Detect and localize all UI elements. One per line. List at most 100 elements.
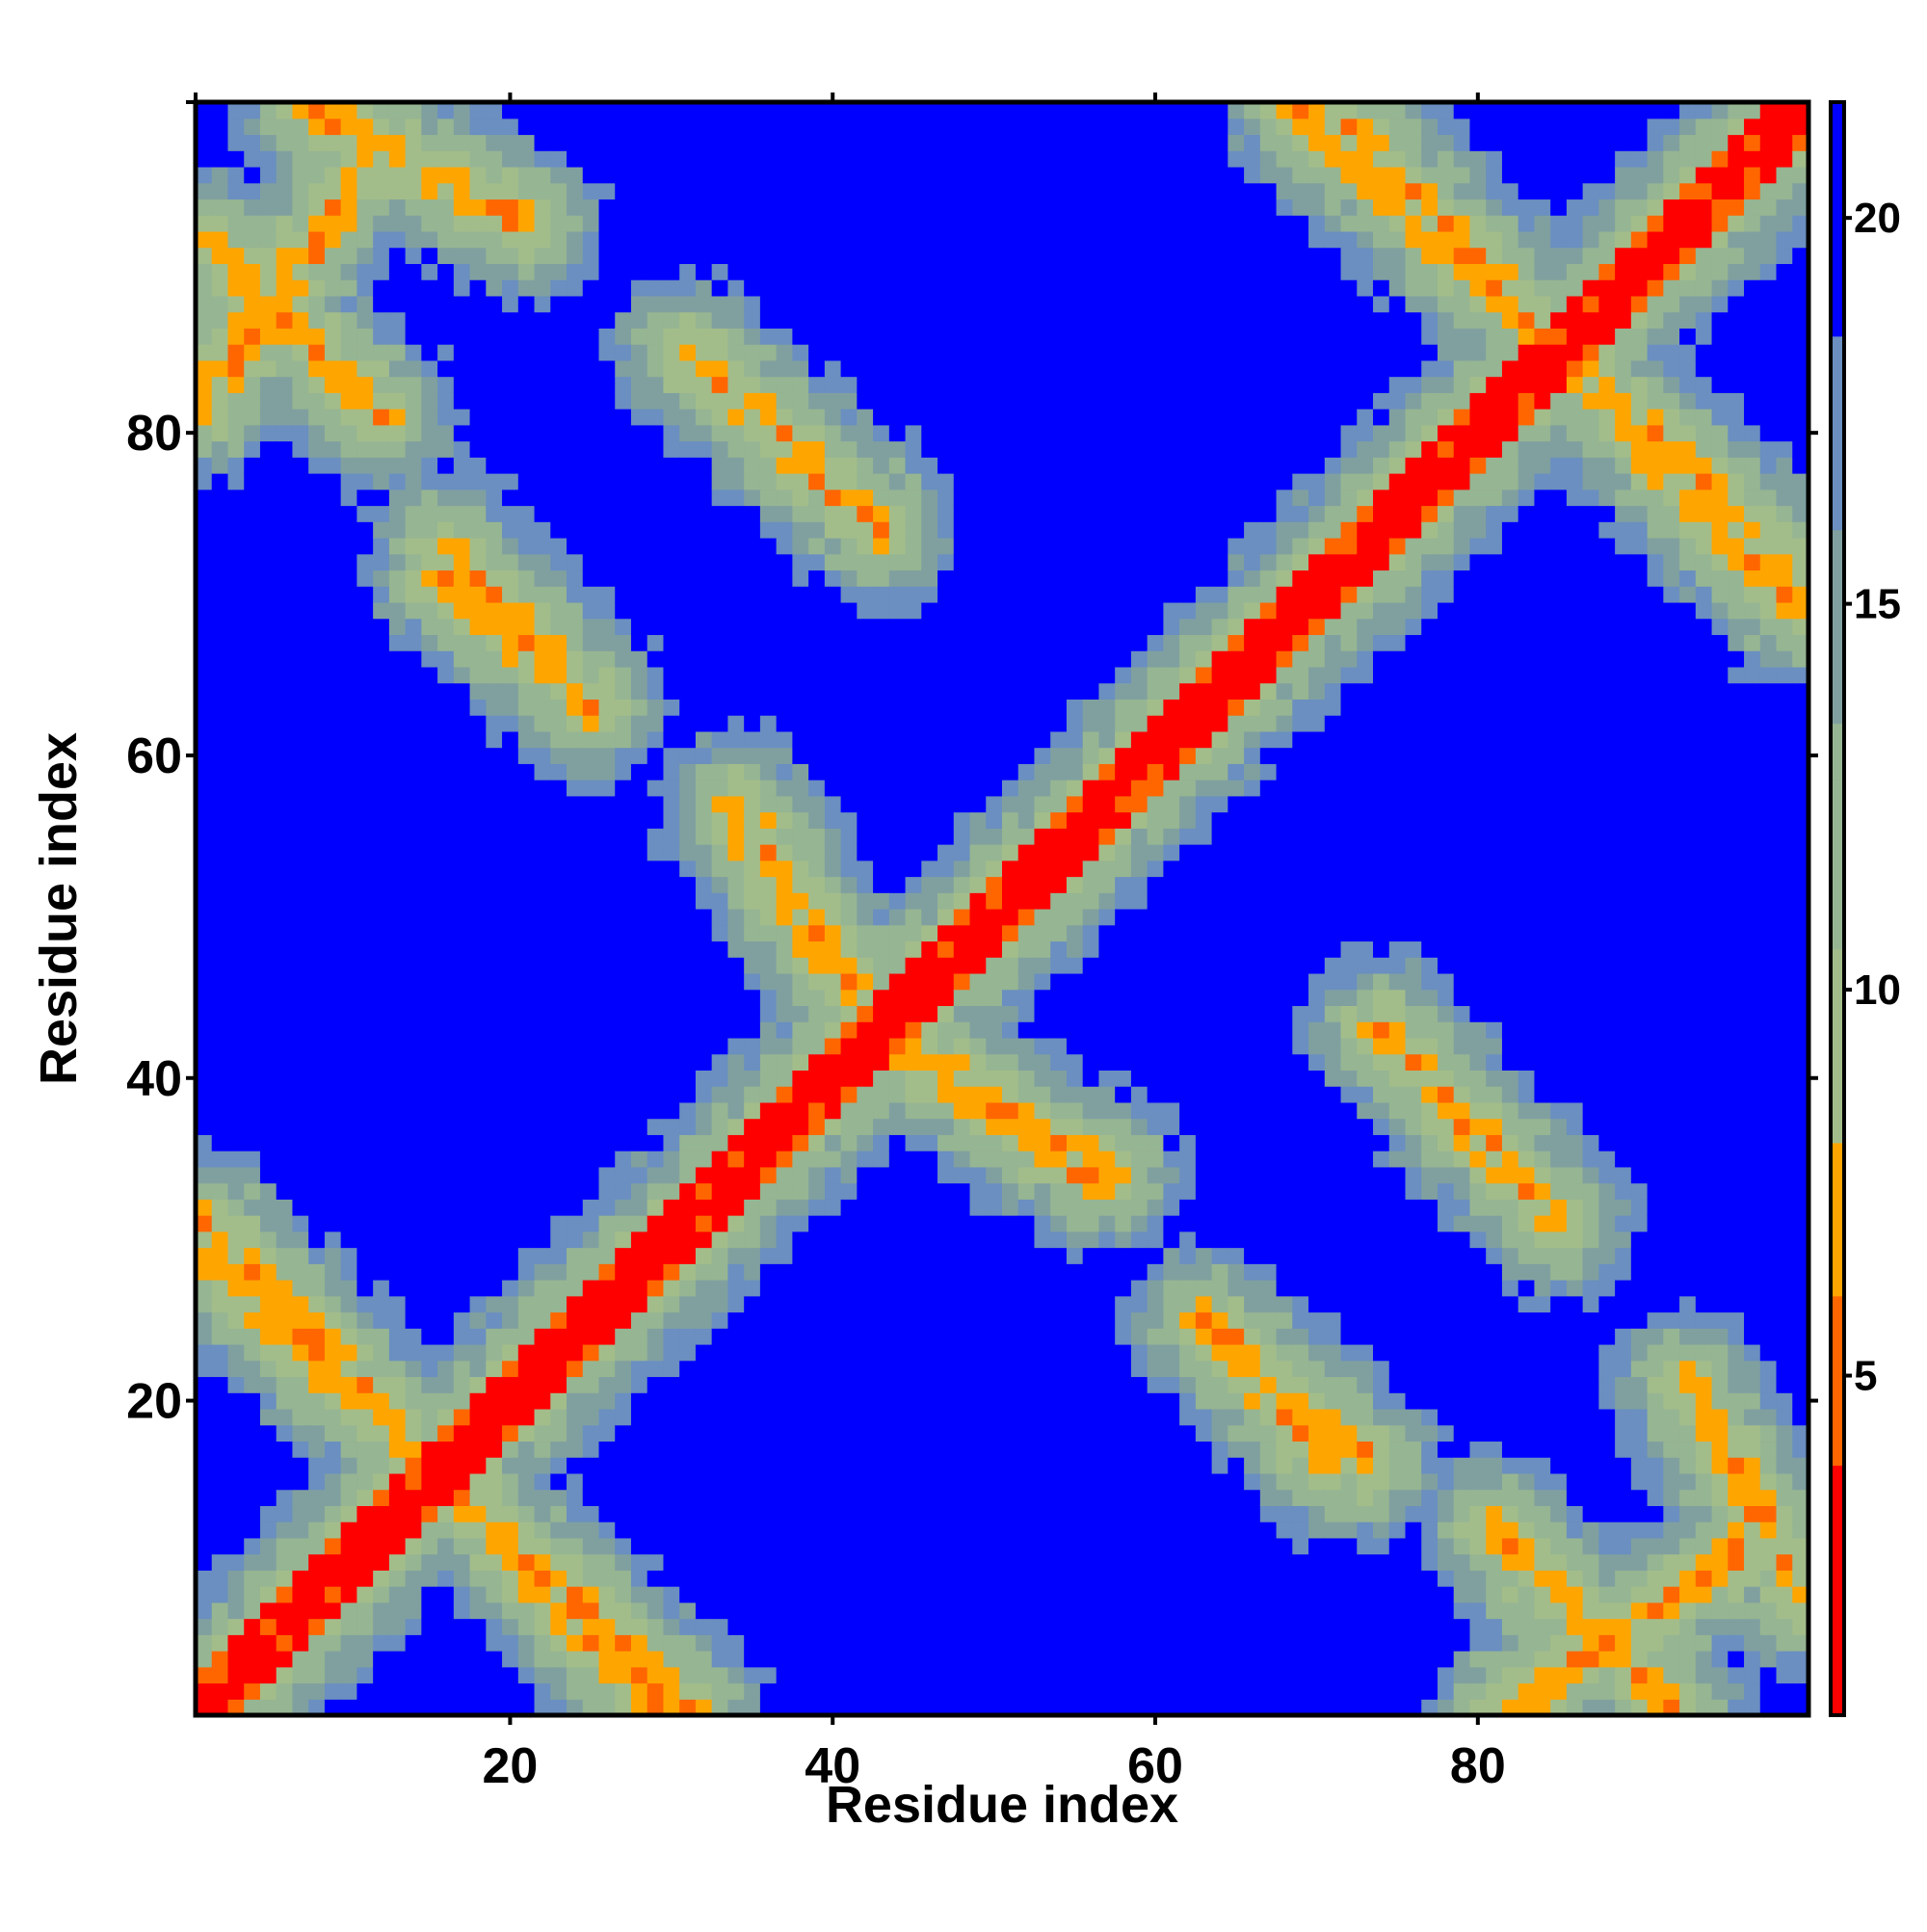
heatmap-cell [873,763,890,781]
heatmap-cell [276,1005,294,1022]
heatmap-cell [517,1651,536,1668]
heatmap-cell [276,328,294,345]
heatmap-cell [421,359,438,378]
heatmap-cell [211,909,229,926]
heatmap-cell [953,1601,971,1620]
heatmap-cell [534,1472,551,1491]
heatmap-cell [711,1360,729,1378]
heatmap-cell [550,715,568,732]
heatmap-cell [550,440,568,458]
heatmap-cell [857,328,874,345]
heatmap-cell [405,730,422,749]
heatmap-cell [695,521,713,539]
heatmap-cell [388,1457,407,1474]
heatmap-cell [437,150,455,168]
heatmap-cell [873,924,890,942]
heatmap-cell [340,440,357,458]
heatmap-cell [744,1699,761,1716]
heatmap-cell [356,537,374,555]
heatmap-cell [421,1311,438,1329]
heatmap-cell [308,359,326,378]
heatmap-cell [727,1537,745,1555]
heatmap-cell [405,1247,422,1264]
heatmap-cell [727,1376,745,1393]
heatmap-cell [840,763,858,781]
heatmap-cell [373,1392,390,1410]
heatmap-cell [711,263,729,280]
heatmap-cell [340,505,357,522]
heatmap-cell [873,1666,890,1684]
heatmap-cell [598,1651,616,1668]
heatmap-cell [453,1086,471,1103]
heatmap-cell [663,892,680,910]
heatmap-cell [196,489,213,507]
heatmap-cell [888,957,907,974]
heatmap-cell [373,618,390,636]
heatmap-cell [840,989,858,1007]
heatmap-cell [759,473,778,490]
heatmap-cell [469,1699,487,1716]
heatmap-cell [340,1037,357,1055]
heatmap-cell [615,618,632,636]
heatmap-cell [567,747,584,764]
heatmap-cell [695,650,713,668]
heatmap-cell [776,134,793,151]
heatmap-cell [211,1101,229,1120]
heatmap-cell [840,1182,858,1200]
heatmap-cell [647,376,665,393]
heatmap-cell [244,279,261,297]
heatmap-cell [759,440,778,458]
heatmap-cell [550,924,568,942]
heatmap-cell [340,392,357,410]
heatmap-cell [905,1666,922,1684]
heatmap-cell [276,1441,294,1458]
heatmap-cell [679,844,697,861]
heatmap-cell [534,618,551,636]
heatmap-cell [647,715,665,732]
heatmap-cell [727,1392,745,1410]
heatmap-cell [615,279,632,297]
heatmap-cell [517,328,536,345]
heatmap-cell [776,1231,793,1249]
heatmap-cell [340,1505,357,1522]
heatmap-cell [437,860,455,878]
heatmap-cell [517,1666,536,1684]
heatmap-cell [969,505,987,522]
heatmap-cell [776,1489,793,1506]
heatmap-cell [711,295,729,313]
heatmap-cell [582,828,600,845]
heatmap-cell [873,198,890,216]
heatmap-cell [567,1166,584,1184]
heatmap-cell [679,1037,697,1055]
heatmap-cell [324,1037,342,1055]
heatmap-cell [211,1666,229,1684]
heatmap-cell [598,1457,616,1474]
heatmap-cell [679,1215,697,1232]
heatmap-cell [259,1586,277,1603]
heatmap-cell [711,505,729,522]
heatmap-cell [873,537,890,555]
heatmap-cell [873,989,890,1007]
heatmap-cell [276,295,294,313]
heatmap-cell [276,1101,294,1120]
heatmap-cell [727,1295,745,1313]
heatmap-cell [873,1166,890,1184]
heatmap-cell [824,198,842,216]
heatmap-cell [227,780,245,797]
heatmap-cell [695,1182,713,1200]
heatmap-cell [937,392,955,410]
heatmap-cell [808,473,826,490]
heatmap-cell [857,1199,874,1216]
heatmap-cell [663,1682,680,1700]
heatmap-cell [517,247,536,264]
heatmap-cell [517,1166,536,1184]
heatmap-cell [259,844,277,861]
heatmap-cell [227,1053,245,1071]
heatmap-cell [356,182,374,200]
heatmap-cell [502,811,519,829]
heatmap-cell [598,150,616,168]
heatmap-cell [244,1182,261,1200]
heatmap-cell [453,392,471,410]
heatmap-cell [647,1682,665,1700]
heatmap-cell [196,892,213,910]
